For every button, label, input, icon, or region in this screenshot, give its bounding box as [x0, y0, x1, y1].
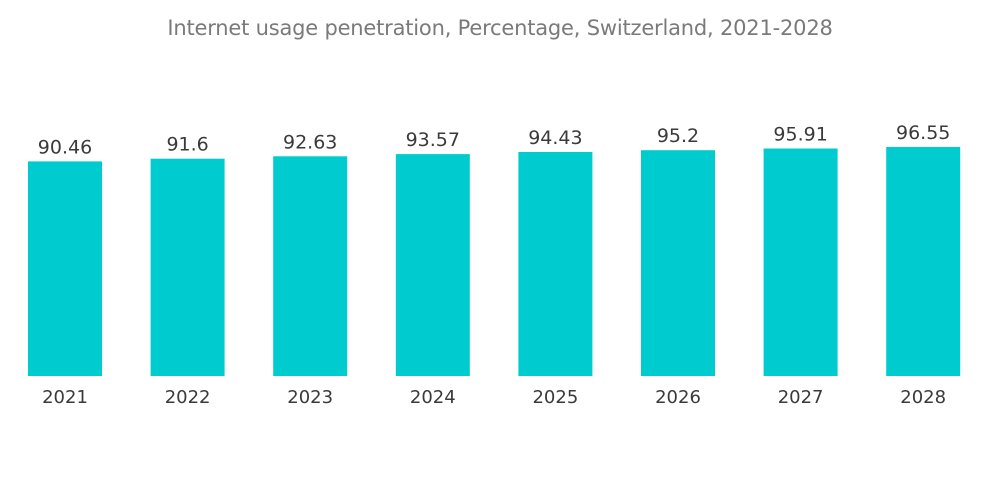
value-label-2025: 94.43 [528, 127, 582, 149]
x-tick-label-2026: 2026 [655, 387, 701, 408]
value-label-2027: 95.91 [773, 124, 827, 146]
value-labels-group: 90.46 91.6 92.63 93.57 94.43 95.2 95.91 96.55 [38, 122, 951, 158]
x-tick-label-2021: 2021 [42, 387, 88, 408]
x-tick-label-2024: 2024 [410, 387, 456, 408]
bar-2024 [395, 154, 470, 376]
bars-group [28, 147, 961, 376]
value-label-2023: 92.63 [283, 131, 337, 153]
x-tick-label-2027: 2027 [778, 387, 824, 408]
bar-2028 [886, 147, 961, 376]
bar-2022 [150, 158, 225, 376]
bar-2025 [518, 152, 593, 376]
value-label-2026: 95.2 [657, 125, 699, 147]
value-label-2024: 93.57 [406, 129, 460, 151]
x-tick-label-2028: 2028 [900, 387, 946, 408]
value-label-2028: 96.55 [896, 122, 950, 144]
x-tick-label-2023: 2023 [287, 387, 333, 408]
value-label-2022: 91.6 [166, 134, 208, 156]
bar-2027 [763, 148, 838, 376]
x-tick-label-2025: 2025 [532, 387, 578, 408]
bar-2023 [273, 156, 348, 376]
chart-title: Internet usage penetration, Percentage, … [167, 16, 833, 40]
bar-2021 [28, 161, 102, 376]
x-axis-tick-labels: 2021 2022 2023 2024 2025 2026 2027 2028 [42, 387, 946, 408]
bar-2026 [641, 150, 715, 376]
x-tick-label-2022: 2022 [165, 387, 211, 408]
value-label-2021: 90.46 [38, 136, 92, 158]
